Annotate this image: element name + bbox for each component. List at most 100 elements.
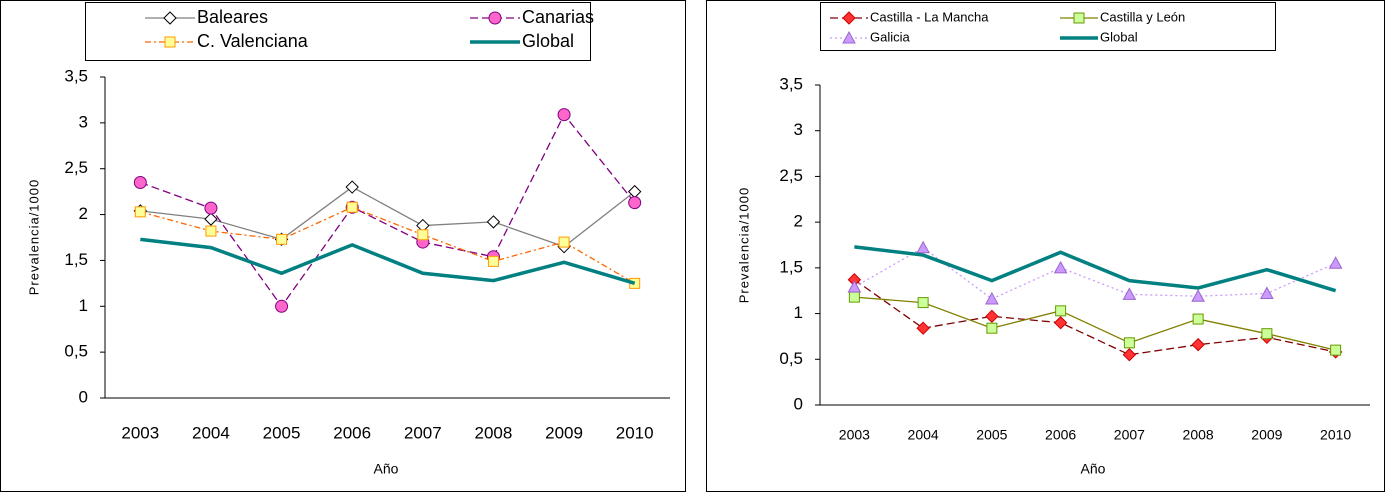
panel-frame [706,0,1385,492]
legend-marker [842,30,856,44]
y-tick-label: 1 [794,303,803,322]
data-point [204,201,218,215]
data-point [1053,316,1068,330]
x-tick-label: 2006 [333,423,371,442]
x-tick-label: 2004 [908,427,939,443]
panel-frame [0,0,686,492]
series-line [854,279,1336,356]
data-point [134,206,146,218]
y-tick-label: 1,5 [64,250,88,269]
y-tick-label: 1 [79,296,88,315]
y-tick-label: 2,5 [779,166,803,185]
data-point [133,175,147,189]
data-point [1123,337,1135,349]
x-tick-label: 2007 [404,423,442,442]
y-tick-label: 2 [79,204,88,223]
y-tick-label: 0,5 [779,349,803,368]
x-tick-label: 2009 [545,423,583,442]
data-point [345,180,359,194]
y-tick-label: 3,5 [64,66,88,85]
legend-label: Castilla y León [1100,9,1185,24]
y-tick-label: 3 [79,112,88,131]
x-tick-label: 2008 [1183,427,1214,443]
series-line [140,206,636,284]
y-axis-title: Prevalencia/1000 [26,179,41,295]
data-point [487,255,499,267]
y-tick-label: 0 [794,394,803,413]
data-point [1192,313,1204,325]
x-axis-title: Año [1081,461,1106,477]
y-tick-label: 2,5 [64,158,88,177]
data-point [628,196,642,210]
data-point [917,297,929,309]
x-tick-label: 2009 [1251,427,1282,443]
data-point [486,215,501,229]
data-point [1122,287,1137,300]
data-point [847,280,862,293]
data-point [1260,286,1274,299]
legend-marker [1073,12,1085,24]
data-point [1055,305,1067,317]
series-line [140,237,636,286]
x-tick-label: 2010 [1320,427,1351,443]
data-point [204,212,218,226]
x-tick-label: 2004 [192,423,230,442]
legend-marker [163,11,177,25]
x-tick-label: 2010 [616,423,654,442]
data-point [1328,256,1343,269]
x-tick-label: 2005 [976,427,1007,443]
x-tick-label: 2008 [475,423,513,442]
data-point [985,291,999,305]
y-tick-label: 3,5 [779,74,803,93]
x-tick-label: 2005 [263,423,301,442]
series-line [140,186,636,248]
legend-marker [842,11,856,25]
data-point [417,229,429,241]
series-line [854,296,1336,351]
legend-label: Global [522,31,574,51]
data-point [916,321,930,335]
legend-frame [820,2,1276,51]
x-tick-label: 2006 [1045,427,1076,443]
y-tick-label: 3 [794,120,803,139]
y-tick-label: 0,5 [64,342,88,361]
data-point [1122,348,1137,362]
data-point [848,291,860,303]
legend-marker [164,36,176,48]
data-point [1191,337,1205,352]
data-point [1053,260,1068,274]
data-point [1330,344,1342,356]
y-axis-title: Prevalencia/1000 [736,187,751,303]
y-tick-label: 1,5 [779,257,803,276]
legend-label: Baleares [197,7,268,27]
series-line [854,246,1336,300]
x-tick-label: 2003 [121,423,159,442]
data-point [1261,328,1273,340]
x-tick-label: 2003 [839,427,870,443]
data-point [557,108,571,122]
data-point [985,309,999,324]
y-tick-label: 2 [794,212,803,231]
data-point [916,240,930,254]
data-point [558,236,570,248]
x-tick-label: 2007 [1114,427,1145,443]
legend-label: Canarias [522,7,594,27]
legend-marker [488,11,502,25]
data-point [986,322,998,334]
y-tick-label: 0 [79,387,88,406]
data-point [205,225,217,237]
x-axis-title: Año [374,461,399,477]
data-point [276,233,288,245]
series-line [140,113,636,308]
series-line [854,245,1337,293]
legend-label: Global [1100,29,1138,44]
legend-label: Galicia [870,29,911,44]
legend-frame [85,2,591,61]
data-point [1191,289,1205,302]
data-point [275,299,289,313]
legend-label: C. Valenciana [197,31,309,51]
legend-label: Castilla - La Mancha [870,9,989,24]
data-point [346,201,358,213]
